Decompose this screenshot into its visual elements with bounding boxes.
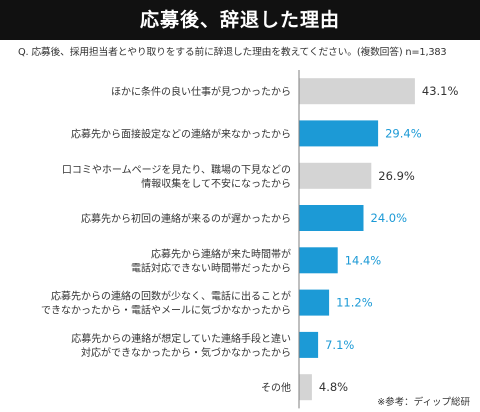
value-label-5: 11.2%: [336, 296, 373, 310]
category-label-6-1: 対応ができなかったから・気づかなかったから: [81, 346, 291, 359]
value-label-7: 4.8%: [319, 380, 348, 394]
value-label-2: 26.9%: [378, 169, 415, 183]
category-label-2-0: 口コミやホームページを見たり、職場の下見などの: [62, 163, 291, 176]
category-label-6-0: 応募先からの連絡が想定していた連絡手段と違い: [71, 332, 291, 345]
category-label-5-0: 応募先からの連絡の回数が少なく、電話に出ることが: [51, 290, 291, 303]
bar-2: [299, 162, 372, 189]
bar-5: [299, 289, 330, 316]
bar-0: [299, 78, 415, 105]
category-label-4-0: 応募先から連絡が来た時間帯が: [151, 247, 291, 260]
bar-1: [299, 120, 379, 147]
value-label-0: 43.1%: [422, 84, 459, 98]
value-label-4: 14.4%: [345, 253, 382, 267]
value-label-1: 29.4%: [385, 126, 422, 140]
bar-4: [299, 247, 338, 274]
category-label-1-0: 応募先から面接設定などの連絡が来なかったから: [71, 127, 291, 140]
category-label-2-1: 情報収集をして不安になったから: [141, 177, 291, 190]
value-label-3: 24.0%: [371, 211, 408, 225]
category-label-0-0: ほかに条件の良い仕事が見つかったから: [111, 85, 291, 98]
survey-question: Q. 応募後、採用担当者とやり取りをする前に辞退した理由を教えてください。(複数…: [18, 47, 447, 58]
bar-3: [299, 205, 364, 231]
category-label-4-1: 電話対応できない時間帯だったから: [131, 261, 291, 274]
category-label-5-1: できなかったから・電話やメールに気づかなかったから: [41, 304, 291, 317]
value-label-6: 7.1%: [325, 338, 354, 352]
bar-6: [299, 331, 319, 358]
category-label-7-0: その他: [261, 381, 291, 394]
bar-7: [299, 374, 312, 401]
source-note: ※参考：ディップ総研: [377, 397, 470, 408]
title-bar: 応募後、辞退した理由: [0, 0, 480, 40]
category-label-3-0: 応募先から初回の連絡が来るのが遅かったから: [81, 212, 291, 225]
chart-title: 応募後、辞退した理由: [139, 9, 340, 31]
